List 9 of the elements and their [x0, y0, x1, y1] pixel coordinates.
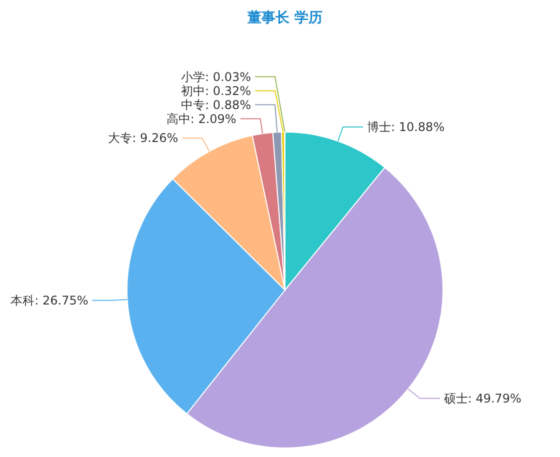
- slice-label: 硕士: 49.79%: [442, 391, 522, 406]
- chart-title: 董事长 学历: [246, 10, 322, 26]
- slice-label: 大专: 9.26%: [108, 131, 178, 146]
- slice-label: 博士: 10.88%: [366, 120, 445, 134]
- slice-label: 小学: 0.03%: [181, 70, 251, 84]
- slice-label: 高中: 2.09%: [166, 112, 236, 126]
- slice-label: 本科: 26.75%: [10, 293, 88, 308]
- slice-label: 中专: 0.88%: [181, 98, 251, 112]
- slice-label: 初中: 0.32%: [181, 84, 251, 98]
